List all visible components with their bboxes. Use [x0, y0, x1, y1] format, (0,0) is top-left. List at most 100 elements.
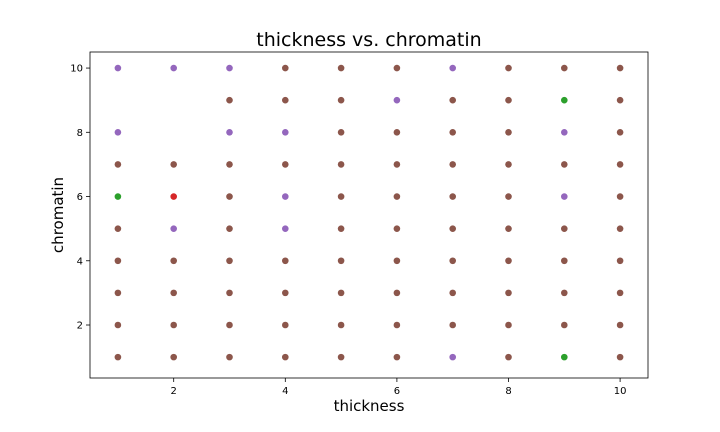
data-point [282, 321, 289, 329]
data-point [337, 353, 345, 361]
data-point [616, 225, 624, 232]
data-point [449, 289, 457, 297]
data-point [505, 128, 512, 136]
data-point [114, 64, 122, 72]
x-tick-label: 2 [171, 386, 177, 397]
data-point [226, 161, 233, 168]
data-point [170, 64, 177, 72]
data-point [505, 96, 512, 104]
data-point [393, 64, 401, 72]
data-point [505, 225, 512, 232]
scatter-points [114, 64, 624, 361]
data-point [226, 96, 233, 104]
data-point [114, 128, 122, 136]
data-point [170, 161, 177, 168]
data-point [449, 64, 457, 72]
data-point [616, 257, 624, 265]
data-point [226, 353, 233, 361]
data-point [337, 321, 345, 329]
y-tick-label: 2 [77, 321, 83, 332]
data-point [226, 128, 233, 136]
data-point [449, 96, 457, 104]
data-point [505, 257, 512, 265]
data-point [393, 257, 401, 265]
data-point [170, 289, 177, 297]
data-point [449, 161, 457, 168]
data-point [616, 128, 624, 136]
data-point [170, 353, 177, 361]
data-point [616, 64, 624, 72]
data-point [616, 321, 624, 329]
x-tick-label: 4 [282, 386, 288, 397]
data-point [561, 64, 568, 72]
data-point [226, 257, 233, 265]
chart-title: thickness vs. chromatin [256, 29, 481, 51]
data-point [282, 64, 289, 72]
data-point [282, 96, 289, 104]
data-point [282, 161, 289, 168]
data-point [114, 353, 122, 361]
data-point [282, 128, 289, 136]
data-point [449, 128, 457, 136]
data-point [449, 257, 457, 265]
data-point [561, 225, 568, 232]
data-point [616, 96, 624, 104]
x-tick-label: 10 [614, 386, 627, 397]
data-point [170, 321, 177, 329]
data-point [561, 289, 568, 297]
data-point [114, 289, 122, 297]
data-point [114, 161, 122, 168]
data-point [505, 193, 512, 200]
data-point [337, 128, 345, 136]
data-point [505, 321, 512, 329]
data-point [114, 193, 122, 200]
data-point [226, 193, 233, 200]
data-point [449, 321, 457, 329]
data-point [282, 353, 289, 361]
data-point [449, 193, 457, 200]
data-point [505, 353, 512, 361]
data-point [282, 193, 289, 200]
data-point [449, 353, 457, 361]
data-point [616, 161, 624, 168]
data-point [393, 161, 401, 168]
x-axis-label: thickness [334, 397, 405, 415]
data-point [393, 321, 401, 329]
x-axis: 2 4 6 8 10 [171, 378, 627, 397]
data-point [282, 225, 289, 232]
data-point [393, 353, 401, 361]
data-point [282, 289, 289, 297]
data-point [616, 289, 624, 297]
data-point [393, 128, 401, 136]
data-point [226, 289, 233, 297]
data-point [561, 161, 568, 168]
data-point [170, 257, 177, 265]
data-point [226, 225, 233, 232]
data-point [282, 257, 289, 265]
data-point [393, 96, 401, 104]
data-point [337, 193, 345, 200]
data-point [337, 257, 345, 265]
data-point [561, 128, 568, 136]
data-point [337, 225, 345, 232]
data-point [449, 225, 457, 232]
data-point [616, 193, 624, 200]
data-point [393, 225, 401, 232]
data-point [226, 64, 233, 72]
data-point [505, 64, 512, 72]
data-point [337, 96, 345, 104]
x-tick-label: 6 [394, 386, 400, 397]
data-point [561, 321, 568, 329]
data-point [561, 96, 568, 104]
plot-area [89, 51, 649, 379]
data-point [114, 225, 122, 232]
y-axis-label: chromatin [49, 177, 67, 253]
y-tick-label: 8 [77, 128, 83, 139]
data-point [561, 257, 568, 265]
data-point [393, 193, 401, 200]
y-axis: 2 4 6 8 10 [70, 64, 90, 332]
data-point [561, 193, 568, 200]
x-tick-label: 8 [505, 386, 511, 397]
y-tick-label: 4 [77, 256, 83, 267]
